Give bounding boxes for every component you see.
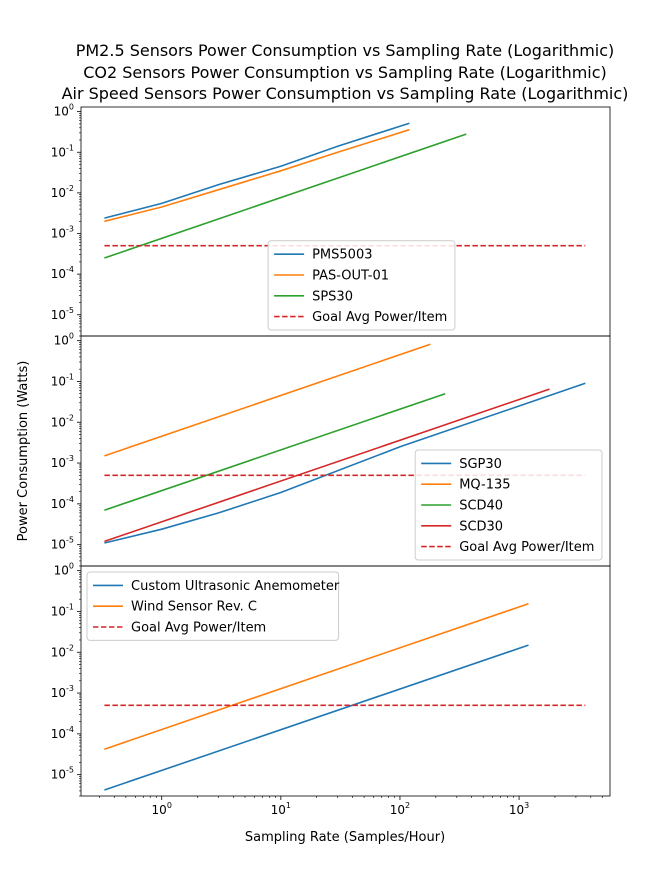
y-tick-label-pm25: 10-3 [51,225,74,241]
legend-label-co2-3: SCD30 [459,519,503,534]
legend-label-airspeed-2: Goal Avg Power/Item [131,621,266,636]
y-tick-label-pm25: 10-5 [51,306,74,322]
series-line-airspeed-0 [104,644,529,791]
y-tick-label-co2: 100 [54,332,74,348]
y-tick-label-airspeed: 10-5 [51,766,74,782]
y-axis-label: Power Consumption (Watts) [16,361,31,542]
legend-box-airspeed [86,571,340,641]
legend-label-co2-1: MQ-135 [459,478,510,493]
y-tick-label-pm25: 10-4 [51,265,74,281]
y-tick-label-co2: 10-3 [51,454,74,470]
legend-label-co2-2: SCD40 [459,499,503,514]
series-line-co2-3 [104,388,550,543]
legend-label-pm25-3: Goal Avg Power/Item [312,310,447,325]
plot-frame-airspeed [80,565,611,797]
x-tick-label: 101 [271,801,291,817]
y-tick-label-co2: 10-4 [51,495,74,511]
legend-box-co2 [414,449,603,561]
chart-title-airspeed: Air Speed Sensors Power Consumption vs S… [61,84,629,103]
series-line-co2-1 [104,343,431,457]
y-tick-label-airspeed: 10-1 [51,602,74,618]
y-tick-label-co2: 10-1 [51,372,74,388]
y-tick-label-pm25: 10-2 [51,184,74,200]
x-tick-label: 100 [152,801,172,817]
legend-label-co2-0: SGP30 [459,457,502,472]
series-line-pm25-0 [104,122,410,219]
y-tick-label-co2: 10-2 [51,413,74,429]
legend-label-airspeed-0: Custom Ultrasonic Anemometer [131,579,340,594]
y-tick-label-pm25: 100 [54,103,74,119]
y-tick-label-airspeed: 100 [54,562,74,578]
legend-label-pm25-0: PMS5003 [312,248,372,263]
series-line-pm25-1 [104,128,410,223]
y-tick-label-co2: 10-5 [51,536,74,552]
legend-label-airspeed-1: Wind Sensor Rev. C [131,600,257,615]
y-tick-label-airspeed: 10-3 [51,684,74,700]
series-line-pm25-2 [104,133,467,259]
series-line-co2-2 [104,392,446,511]
x-axis-label: Sampling Rate (Samples/Hour) [245,830,445,845]
x-tick-label: 102 [390,801,410,817]
legend-box-pm25 [267,240,456,331]
y-tick-label-airspeed: 10-4 [51,725,74,741]
legend-label-pm25-2: SPS30 [312,289,353,304]
x-tick-label: 103 [509,801,529,817]
y-tick-label-pm25: 10-1 [51,143,74,159]
legend-label-pm25-1: PAS-OUT-01 [312,269,389,284]
legend-label-co2-4: Goal Avg Power/Item [459,540,594,555]
chart-title-co2: CO2 Sensors Power Consumption vs Samplin… [83,63,607,82]
series-line-co2-0 [104,382,586,544]
series-line-airspeed-1 [104,602,529,750]
y-tick-label-airspeed: 10-2 [51,643,74,659]
chart-title-pm25: PM2.5 Sensors Power Consumption vs Sampl… [75,41,615,60]
